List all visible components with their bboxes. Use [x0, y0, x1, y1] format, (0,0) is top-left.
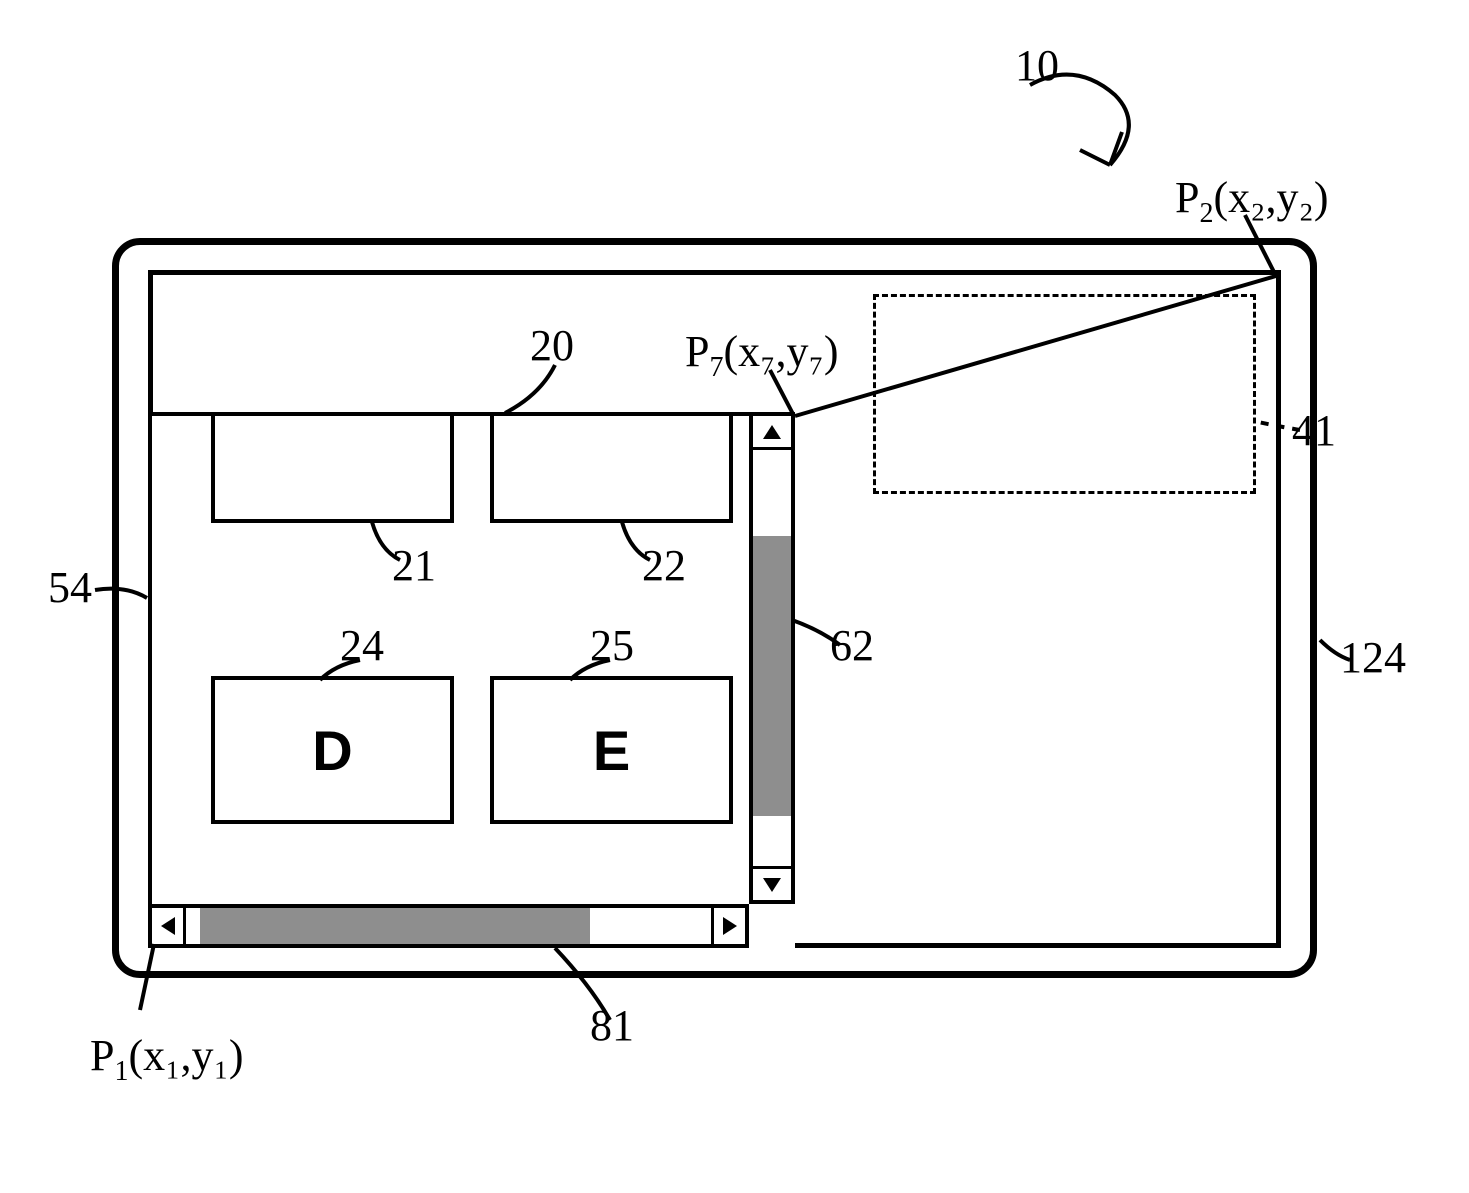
chevron-up-icon: [763, 425, 781, 439]
label-ref-22: 22: [642, 540, 686, 591]
content-box-24-label: D: [312, 718, 352, 783]
label-ref-124: 124: [1340, 632, 1406, 683]
content-box-25: E: [490, 676, 733, 824]
label-ref-25: 25: [590, 620, 634, 671]
label-fig-10-text: 10: [1015, 41, 1059, 90]
chevron-right-icon: [723, 917, 737, 935]
label-ref-21: 21: [392, 540, 436, 591]
diagram-stage: D E: [0, 0, 1469, 1193]
content-box-24: D: [211, 676, 454, 824]
chevron-left-icon: [161, 917, 175, 935]
scroll-right-button[interactable]: [711, 908, 745, 944]
content-box-21: [211, 416, 454, 523]
label-ref-41: 41: [1292, 405, 1336, 456]
label-p2: P2(x₂,y₂): [1175, 172, 1328, 230]
label-ref-54: 54: [48, 562, 92, 613]
label-ref-20: 20: [530, 320, 574, 371]
chevron-down-icon: [763, 878, 781, 892]
label-fig-10: 10: [1015, 40, 1059, 91]
horizontal-scrollbar-thumb[interactable]: [200, 908, 590, 944]
label-ref-81: 81: [590, 1000, 634, 1051]
scroll-down-button[interactable]: [753, 866, 791, 900]
content-box-25-label: E: [593, 718, 630, 783]
label-p1: P1(x₁,y₁): [90, 1030, 243, 1088]
vertical-scrollbar-thumb[interactable]: [753, 536, 791, 816]
label-ref-24: 24: [340, 620, 384, 671]
dashed-selection-box: [873, 294, 1256, 494]
label-p7: P7(x₇,y₇): [685, 326, 838, 384]
content-box-22: [490, 416, 733, 523]
scroll-left-button[interactable]: [152, 908, 186, 944]
vertical-scrollbar[interactable]: [749, 412, 795, 904]
label-ref-62: 62: [830, 620, 874, 671]
scroll-up-button[interactable]: [753, 416, 791, 450]
horizontal-scrollbar[interactable]: [148, 904, 749, 948]
